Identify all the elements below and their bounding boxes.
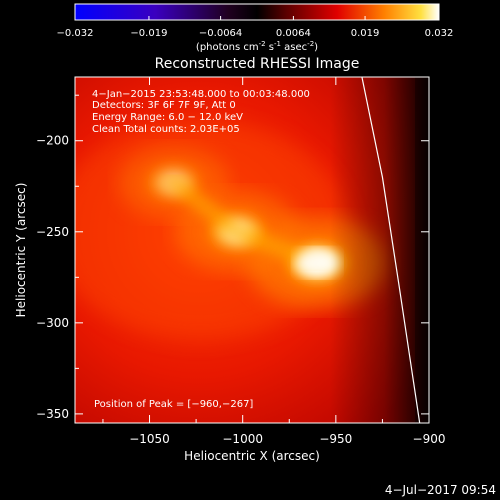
loop-ridge bbox=[165, 174, 326, 271]
axes: −1050 −1000 −950 −900 −200 −250 −300 −350 bbox=[36, 77, 445, 446]
annotation-time: 4−Jan−2015 23:53:48.000 to 00:03:48.000 bbox=[92, 89, 310, 100]
y-tick-label: −350 bbox=[36, 407, 69, 421]
solar-limb bbox=[361, 77, 421, 423]
chart-title: Reconstructed RHESSI Image bbox=[155, 56, 360, 72]
annotation-detectors: Detectors: 3F 6F 7F 9F, Att 0 bbox=[92, 100, 236, 111]
colorbar-ticks: −0.032 −0.019 −0.0064 0.0064 0.019 0.032 bbox=[56, 16, 453, 39]
x-tick-label: −950 bbox=[319, 432, 352, 446]
colorbar-tick-label: 0.032 bbox=[425, 28, 454, 39]
annotation-peak: Position of Peak = [−960,−267] bbox=[94, 399, 253, 410]
peak-core bbox=[295, 248, 340, 277]
colorbar-units: (photons cm-2 s-1 asec-2) bbox=[196, 40, 318, 53]
x-tick-label: −900 bbox=[413, 432, 446, 446]
colorbar-tick-label: −0.0064 bbox=[199, 28, 242, 39]
colorbar-tick-label: −0.019 bbox=[130, 28, 167, 39]
y-axis-label: Heliocentric Y (arcsec) bbox=[14, 183, 28, 318]
x-tick-label: −1050 bbox=[129, 432, 170, 446]
annotation-counts: Clean Total counts: 2.03E+05 bbox=[92, 124, 240, 135]
annotation-energy: Energy Range: 6.0 − 12.0 keV bbox=[92, 112, 243, 123]
x-tick-label: −1000 bbox=[222, 432, 263, 446]
y-tick-label: −200 bbox=[36, 134, 69, 148]
footer-timestamp: 4−Jul−2017 09:54 bbox=[385, 483, 496, 497]
colorbar-tick-label: 0.0064 bbox=[276, 28, 311, 39]
heatmap-image bbox=[75, 77, 429, 423]
y-tick-label: −250 bbox=[36, 225, 69, 239]
colorbar-tick-label: 0.019 bbox=[351, 28, 380, 39]
plot-frame bbox=[74, 76, 430, 424]
x-axis-label: Heliocentric X (arcsec) bbox=[184, 449, 320, 463]
colorbar bbox=[74, 3, 440, 21]
y-tick-label: −300 bbox=[36, 316, 69, 330]
colorbar-tick-label: −0.032 bbox=[56, 28, 93, 39]
